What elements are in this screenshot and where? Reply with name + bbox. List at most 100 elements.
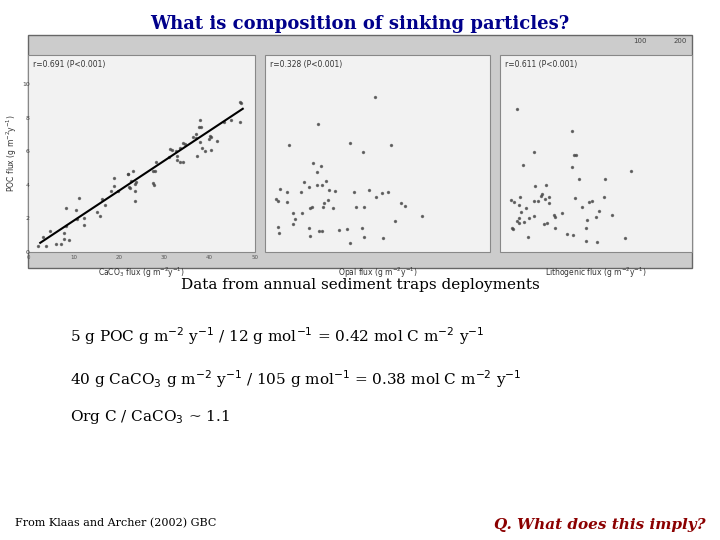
Point xyxy=(122,170,134,179)
Point xyxy=(178,138,189,147)
Point xyxy=(626,167,637,176)
Text: Opal flux (g m$^{-2}$y$^{-1}$): Opal flux (g m$^{-2}$y$^{-1}$) xyxy=(338,266,418,280)
Point xyxy=(274,228,285,237)
Text: r=0.328 (P<0.001): r=0.328 (P<0.001) xyxy=(270,60,342,69)
Bar xyxy=(265,55,490,252)
Point xyxy=(528,197,539,205)
Point xyxy=(359,233,370,242)
Point xyxy=(515,208,526,217)
Point xyxy=(619,234,631,242)
Point xyxy=(317,202,328,211)
Point xyxy=(570,151,581,159)
Point xyxy=(44,226,55,235)
Point xyxy=(109,182,120,191)
Point xyxy=(71,206,82,214)
Text: 40 g CaCO$_3$ g m$^{-2}$ y$^{-1}$ / 105 g mol$^{-1}$ = 0.38 mol C m$^{-2}$ y$^{-: 40 g CaCO$_3$ g m$^{-2}$ y$^{-1}$ / 105 … xyxy=(70,368,521,390)
Point xyxy=(147,178,158,187)
Point xyxy=(179,140,190,149)
Point xyxy=(196,123,207,132)
Text: 10: 10 xyxy=(70,255,77,260)
Point xyxy=(150,158,162,166)
Point xyxy=(586,197,598,205)
Point xyxy=(344,139,356,148)
Text: 40: 40 xyxy=(206,255,213,260)
Point xyxy=(539,195,551,204)
Point xyxy=(329,187,341,195)
Point xyxy=(204,134,215,143)
Text: From Klaas and Archer (2002) GBC: From Klaas and Archer (2002) GBC xyxy=(15,518,217,528)
Text: 5 g POC g m$^{-2}$ y$^{-1}$ / 12 g mol$^{-1}$ = 0.42 mol C m$^{-2}$ y$^{-1}$: 5 g POC g m$^{-2}$ y$^{-1}$ / 12 g mol$^… xyxy=(70,325,485,347)
Point xyxy=(171,152,183,160)
Point xyxy=(287,220,298,228)
Point xyxy=(518,217,530,226)
Point xyxy=(377,234,389,243)
Point xyxy=(63,236,75,245)
Text: 50: 50 xyxy=(251,255,258,260)
Point xyxy=(122,170,134,179)
Point xyxy=(607,210,618,219)
Point xyxy=(281,198,292,207)
Point xyxy=(129,197,140,205)
Point xyxy=(127,167,139,176)
Point xyxy=(163,153,175,161)
Point xyxy=(58,234,70,243)
Point xyxy=(514,193,526,201)
Point xyxy=(304,204,315,212)
Point xyxy=(383,188,395,197)
Text: Lithogenic flux (g m$^{-2}$y$^{-1}$): Lithogenic flux (g m$^{-2}$y$^{-1}$) xyxy=(545,266,647,280)
Text: 20: 20 xyxy=(115,255,122,260)
Text: 10: 10 xyxy=(22,82,30,87)
Point xyxy=(171,156,183,165)
Point xyxy=(351,202,362,211)
Point xyxy=(543,192,554,201)
Text: POC flux (g m$^{-2}$y$^{-1}$): POC flux (g m$^{-2}$y$^{-1}$) xyxy=(5,114,19,192)
Point xyxy=(150,167,161,176)
Point xyxy=(211,137,222,146)
Point xyxy=(528,211,539,220)
Point xyxy=(317,181,328,190)
Text: Data from annual sediment traps deployments: Data from annual sediment traps deployme… xyxy=(181,278,539,292)
Point xyxy=(598,193,609,201)
Point xyxy=(287,209,299,218)
Point xyxy=(307,158,319,167)
Point xyxy=(192,151,203,160)
Point xyxy=(174,158,186,167)
Point xyxy=(37,233,49,242)
Text: 100: 100 xyxy=(634,38,647,44)
Point xyxy=(99,200,111,209)
Point xyxy=(307,202,318,211)
Point xyxy=(191,133,202,142)
Point xyxy=(318,199,330,207)
Point xyxy=(532,197,544,205)
Text: 0: 0 xyxy=(26,255,30,260)
Point xyxy=(272,197,284,206)
Point xyxy=(522,233,534,241)
Point xyxy=(130,187,141,195)
Point xyxy=(348,188,360,197)
Point xyxy=(369,92,381,101)
Point xyxy=(371,193,382,201)
Point xyxy=(303,183,315,192)
Point xyxy=(190,130,202,138)
Text: 8: 8 xyxy=(26,116,30,120)
Point xyxy=(171,146,182,155)
Point xyxy=(505,196,517,205)
Point xyxy=(148,181,160,190)
Point xyxy=(580,224,591,233)
Point xyxy=(390,217,401,225)
Point xyxy=(513,218,525,227)
Point xyxy=(359,202,370,211)
Point xyxy=(312,119,324,128)
Point xyxy=(317,226,328,235)
Point xyxy=(508,198,520,206)
Point xyxy=(130,180,141,188)
Point xyxy=(60,204,72,212)
Point xyxy=(272,223,284,232)
Bar xyxy=(500,55,692,252)
Point xyxy=(123,183,135,191)
Point xyxy=(549,213,560,221)
Text: 2: 2 xyxy=(26,216,30,221)
Point xyxy=(311,168,323,177)
Text: r=0.691 (P<0.001): r=0.691 (P<0.001) xyxy=(33,60,105,69)
Point xyxy=(205,132,217,141)
